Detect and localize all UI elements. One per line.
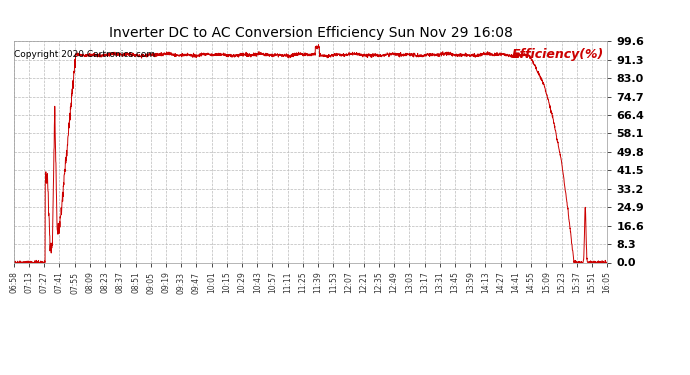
Text: Copyright 2020 Cartronics.com: Copyright 2020 Cartronics.com [14, 50, 155, 59]
Title: Inverter DC to AC Conversion Efficiency Sun Nov 29 16:08: Inverter DC to AC Conversion Efficiency … [108, 26, 513, 40]
Text: Efficiency(%): Efficiency(%) [512, 48, 604, 61]
